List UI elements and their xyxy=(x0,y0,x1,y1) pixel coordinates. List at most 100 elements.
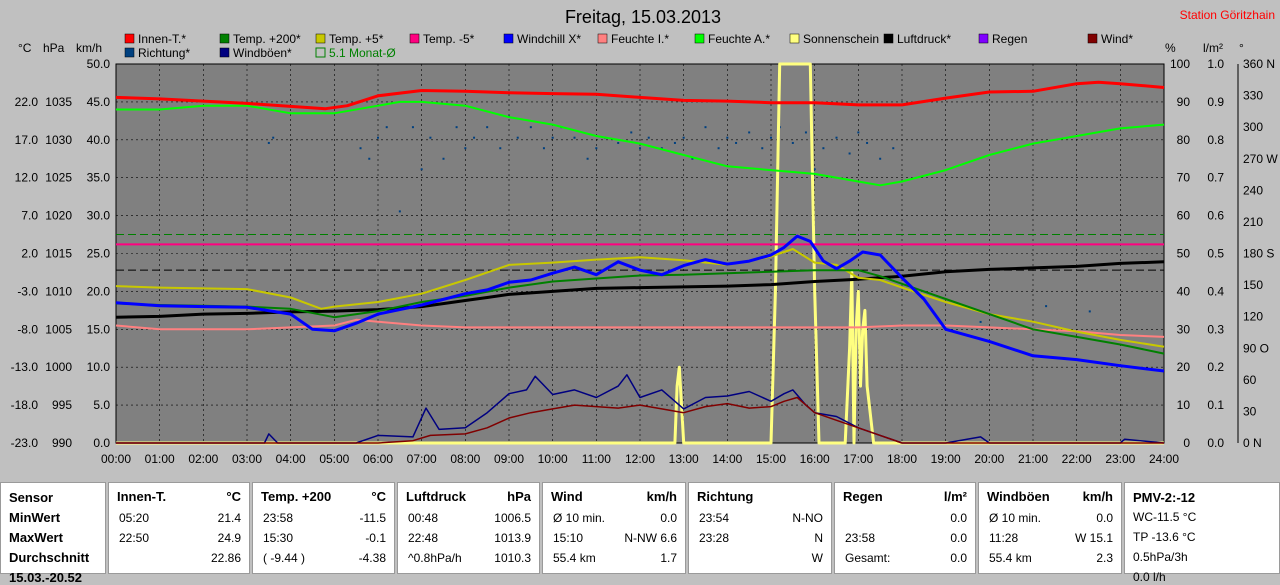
x-tick-label: 20:00 xyxy=(974,452,1004,466)
table-cell: 24.0 xyxy=(218,571,241,573)
legend-item: Feuchte A.* xyxy=(694,32,770,46)
row-label: 15.03.-20.52 xyxy=(9,570,83,585)
series-luftdruck xyxy=(115,260,1165,319)
table-row: 15:30 -0.1 xyxy=(261,531,386,547)
deg-tick-label: 360 N xyxy=(1243,57,1275,71)
direction-point xyxy=(529,126,532,129)
table-cell: 22:50 xyxy=(119,531,150,545)
x-tick-label: 09:00 xyxy=(494,452,524,466)
table-cell: 22:48 xyxy=(408,531,439,545)
rain-tick-label: 1.0 xyxy=(1207,57,1224,71)
pct-tick-label: 90 xyxy=(1177,95,1191,109)
x-tick-label: 24:00 xyxy=(1149,452,1179,466)
pct-tick-label: 20 xyxy=(1177,360,1191,374)
legend-label: Sonnenschein xyxy=(803,32,879,46)
table-cell: Luftdruck xyxy=(408,571,457,573)
column-title: Luftdruck xyxy=(406,489,466,504)
x-tick-label: 17:00 xyxy=(843,452,873,466)
table-cell: 15:30 xyxy=(263,531,294,545)
table-row: 157 ° S-SO xyxy=(697,571,823,573)
temp-tick-label: 12.0 xyxy=(15,171,39,185)
direction-point xyxy=(717,147,720,150)
deg-tick-label: 60 xyxy=(1243,373,1257,387)
table-row: 05:20 21.4 xyxy=(117,511,241,527)
direction-point xyxy=(368,157,371,160)
direction-point xyxy=(420,168,423,171)
table-row: 15:10 N-NW 6.6 xyxy=(551,531,677,547)
pmv-line: 0.0 l/h xyxy=(1133,570,1166,584)
legend-item: Wind* xyxy=(1087,32,1133,46)
x-tick-label: 05:00 xyxy=(319,452,349,466)
direction-point xyxy=(660,147,663,150)
table-cell: 0.0 l/h xyxy=(845,571,878,573)
legend-swatch xyxy=(219,47,230,58)
column-header: Luftdruck hPa xyxy=(406,489,531,505)
direction-point xyxy=(542,147,545,150)
column-title: Innen-T. xyxy=(117,489,167,504)
legend-item: Luftdruck* xyxy=(883,32,951,46)
direction-point xyxy=(385,126,388,129)
direction-point xyxy=(377,136,379,139)
column-title: Richtung xyxy=(697,489,754,504)
table-row: 55.4 km 1.7 xyxy=(551,551,677,567)
table-cell: 24.9 xyxy=(217,531,241,545)
kmh-tick-label: 25.0 xyxy=(87,247,111,261)
hpa-tick-label: 1025 xyxy=(45,171,72,185)
table-row: 22.86 xyxy=(117,551,241,567)
column-title: Windböen xyxy=(987,489,1050,504)
kmh-tick-label: 35.0 xyxy=(87,171,111,185)
x-tick-label: 13:00 xyxy=(669,452,699,466)
rain-tick-label: 0.6 xyxy=(1207,209,1224,223)
x-tick-label: 01:00 xyxy=(145,452,175,466)
column-header: Regen l/m² xyxy=(843,489,967,505)
legend-swatch xyxy=(503,33,514,44)
table-row: 22:48 1013.9 xyxy=(406,531,531,547)
table-row: 0.0 l/h 0.0 xyxy=(843,571,967,573)
hpa-tick-label: 1000 xyxy=(45,360,72,374)
direction-point xyxy=(879,157,882,160)
direction-point xyxy=(573,136,576,139)
pct-tick-label: 10 xyxy=(1177,398,1191,412)
table-cell: Ø 10 min. xyxy=(989,511,1042,525)
direction-point xyxy=(639,147,641,150)
legend-item: 5.1 Monat-Ø xyxy=(315,46,396,60)
table-cell: -11.5 xyxy=(360,571,386,573)
table-cell: 15:10 xyxy=(553,531,584,545)
column-unit: l/m² xyxy=(943,489,967,504)
axis-unit-label: km/h xyxy=(76,41,102,55)
pmv-title: PMV-2:-12 xyxy=(1133,490,1196,505)
table-cell: 1013.9 xyxy=(494,531,531,545)
direction-point xyxy=(1088,310,1091,313)
table-cell: 2.3 xyxy=(1096,551,1113,565)
column-unit: km/h xyxy=(646,489,677,504)
legend-swatch xyxy=(597,33,608,44)
table-cell: W xyxy=(811,551,823,565)
legend-label: Feuchte A.* xyxy=(708,32,770,46)
direction-point xyxy=(748,131,751,134)
rain-tick-label: 0.3 xyxy=(1207,322,1224,336)
axis-unit-label: ° xyxy=(1239,41,1244,55)
legend-label: Temp. +5* xyxy=(329,32,384,46)
kmh-tick-label: 10.0 xyxy=(87,360,111,374)
column-unit: hPa xyxy=(507,489,531,504)
table-row: 22:50 24.9 xyxy=(117,531,241,547)
grid xyxy=(116,64,1164,443)
legend-swatch xyxy=(978,33,989,44)
x-tick-label: 07:00 xyxy=(407,452,437,466)
direction-point xyxy=(835,136,838,139)
table-row: 0.0 xyxy=(843,511,967,527)
deg-tick-label: 300 xyxy=(1243,120,1263,134)
direction-point xyxy=(892,147,895,150)
table-row: 11:28 W 15.1 xyxy=(987,531,1113,547)
column-header: Wind km/h xyxy=(551,489,677,505)
row-label: MaxWert xyxy=(9,530,63,545)
rain-tick-label: 0.5 xyxy=(1207,247,1224,261)
column-title: Regen xyxy=(843,489,883,504)
direction-point xyxy=(1045,305,1048,308)
axis-unit-label: hPa xyxy=(43,41,65,55)
deg-tick-label: 0 N xyxy=(1243,436,1262,450)
series-innen-t xyxy=(115,80,1165,111)
table-column: Temp. +200 °C 23:58 -11.5 15:30 -0.1 ( -9.44 )… xyxy=(252,482,395,574)
legend-swatch xyxy=(789,33,800,44)
x-tick-label: 12:00 xyxy=(625,452,655,466)
